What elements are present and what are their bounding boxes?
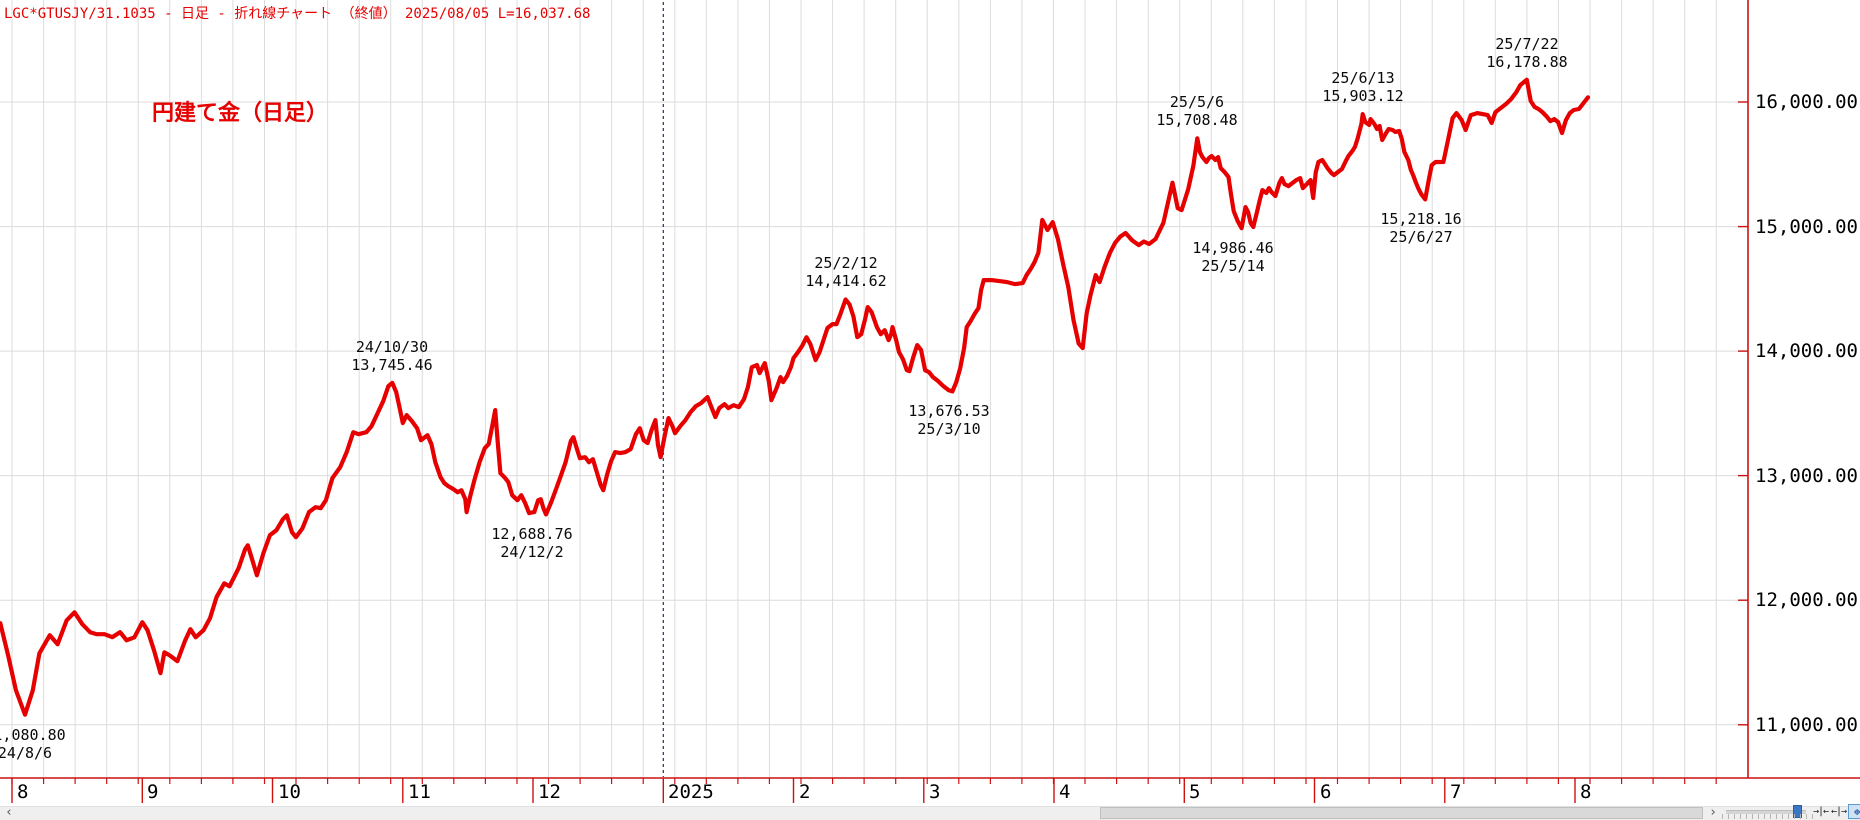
annotation-line: 11,080.80 [0,726,66,744]
extreme-annotation: 15,218.16 25/6/27 [1380,210,1461,246]
extreme-annotation: 24/10/30 13,745.46 [351,338,432,374]
scrollbar-left-arrow-icon[interactable]: ‹ [5,805,13,820]
y-axis-tick-label: 14,000.00 [1755,340,1858,362]
x-axis-tick-label: 10 [278,781,301,803]
extreme-annotation: 25/6/13 15,903.12 [1322,69,1403,105]
x-axis-tick-label: 8 [17,781,29,803]
zoom-slider-ruler [1722,814,1814,819]
x-axis-tick-label: 8 [1580,781,1592,803]
pan-arrows-vertical-icon: ↕ [1853,805,1860,818]
x-axis-tick-label: 11 [408,781,431,803]
scrollbar-thumb[interactable] [1100,807,1703,819]
instrument-label: 円建て金（日足） [152,101,329,126]
annotation-line: 15,903.12 [1322,87,1404,105]
extreme-annotation: 25/5/6 15,708.48 [1156,93,1237,129]
annotation-line: 25/3/10 [917,420,981,438]
x-axis-tick-label: 12 [538,781,561,803]
extreme-annotation: 14,986.46 25/5/14 [1192,239,1273,275]
y-axis-tick-label: 13,000.00 [1755,465,1858,487]
annotation-line: 25/5/14 [1201,257,1265,275]
annotation-line: 25/7/22 [1495,35,1559,53]
widen-bars-icon[interactable]: ←|→ [1830,806,1847,817]
annotation-line: 25/2/12 [814,254,878,272]
extreme-annotation: 13,676.53 25/3/10 [908,402,989,438]
pan-arrows-horizontal-icon: ↔ [1853,805,1860,818]
annotation-line: 24/8/6 [0,744,53,762]
annotation-line: 25/6/13 [1331,69,1395,87]
annotation-line: 14,414.62 [805,272,887,290]
annotation-line: 24/12/2 [500,543,564,561]
x-axis-tick-label: 2 [799,781,811,803]
x-axis-tick-label: 4 [1059,781,1071,803]
extreme-annotation: 12,688.76 24/12/2 [491,525,572,561]
annotation-line: 13,676.53 [908,402,990,420]
y-axis-tick-label: 16,000.00 [1755,91,1858,113]
extreme-annotation: 25/2/12 14,414.62 [805,254,886,290]
x-axis-tick-label: 6 [1320,781,1332,803]
x-axis-tick-label: 3 [929,781,941,803]
pan-tool-icon[interactable]: ↔ ↕ [1848,804,1860,819]
annotation-line: 25/5/6 [1169,93,1225,111]
narrow-bars-icon[interactable]: →|← [1812,806,1829,817]
annotation-line: 16,178.88 [1486,53,1568,71]
y-axis-tick-label: 12,000.00 [1755,589,1858,611]
x-axis-tick-label: 7 [1450,781,1462,803]
chart-header-title: LGC*GTUSJY/31.1035 - 日足 - 折れ線チャート （終値） 2… [4,6,591,22]
annotation-line: 13,745.46 [351,356,433,374]
x-axis-tick-label: 2025 [668,781,714,803]
y-axis-tick-label: 15,000.00 [1755,216,1858,238]
x-axis-tick-label: 5 [1189,781,1201,803]
annotation-line: 15,218.16 [1380,210,1462,228]
annotation-line: 15,708.48 [1156,111,1238,129]
annotation-line: 12,688.76 [491,525,573,543]
annotation-line: 25/6/27 [1389,228,1453,246]
zoom-slider-track[interactable] [1726,810,1806,814]
annotation-line: 24/10/30 [355,338,429,356]
x-axis-tick-label: 9 [147,781,159,803]
annotation-line: 14,986.46 [1192,239,1274,257]
scrollbar-right-arrow-icon[interactable]: › [1709,805,1717,820]
y-axis-tick-label: 11,000.00 [1755,714,1858,736]
extreme-annotation: 25/7/22 16,178.88 [1486,35,1567,71]
